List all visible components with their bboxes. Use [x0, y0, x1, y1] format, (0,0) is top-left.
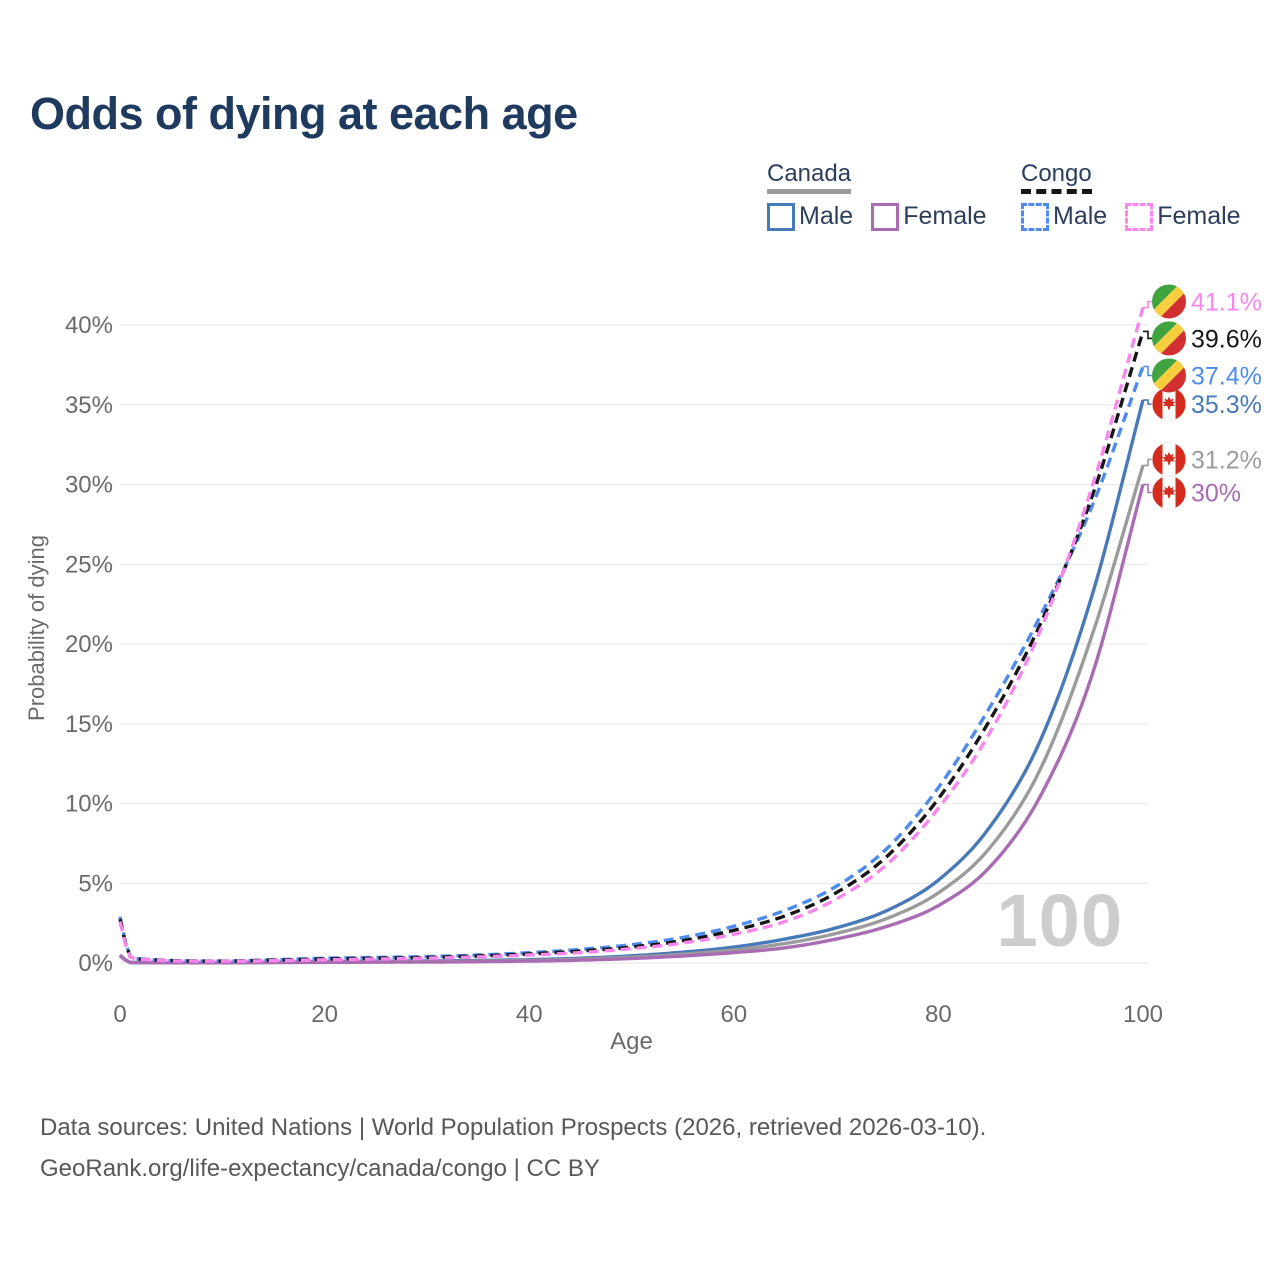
end-label-canada-both: 31.2%	[1191, 446, 1262, 474]
y-tick-15: 15%	[65, 711, 113, 738]
line-canada-both[interactable]	[118, 464, 1145, 965]
end-label-connector-canada-female	[1143, 483, 1152, 494]
y-tick-40: 40%	[65, 312, 113, 339]
legend-row-canada: Male Female	[767, 202, 987, 231]
legend-country-canada[interactable]: Canada	[767, 160, 852, 194]
legend-label-congo-female: Female	[1157, 202, 1241, 230]
line-congo-male[interactable]	[118, 365, 1145, 963]
end-label-congo-both: 39.6%	[1191, 325, 1262, 353]
canada-flag-icon	[1151, 441, 1187, 477]
x-tick-20: 20	[311, 1001, 338, 1028]
footer: Data sources: United Nations | World Pop…	[40, 1107, 986, 1189]
y-tick-5: 5%	[78, 870, 113, 897]
legend-label-canada-female: Female	[903, 202, 987, 230]
x-axis-label: Age	[610, 1028, 653, 1055]
end-label-connector-congo-both	[1143, 330, 1152, 340]
y-tick-30: 30%	[65, 472, 113, 499]
x-tick-100: 100	[1123, 1001, 1163, 1028]
canada-male-swatch-icon	[767, 202, 795, 231]
line-congo-female[interactable]	[118, 307, 1145, 963]
congo-male-swatch-icon	[1021, 202, 1049, 231]
y-tick-25: 25%	[65, 551, 113, 578]
end-label-congo-female: 41.1%	[1191, 289, 1262, 317]
x-tick-80: 80	[925, 1001, 952, 1028]
footer-link: GeoRank.org/life-expectancy/canada/congo…	[40, 1155, 600, 1182]
x-tick-0: 0	[113, 1001, 126, 1028]
legend-row-congo: Male Female	[1021, 202, 1241, 231]
legend-item-congo-male[interactable]: Male	[1021, 202, 1107, 231]
line-chart: 0% 5% 10% 15% 20% 25% 30% 35% 40% 0 20 40 60 80 100 Age…	[24, 284, 1262, 1055]
end-label-congo-male: 37.4%	[1191, 363, 1262, 391]
congo-line-swatch	[1021, 189, 1092, 194]
canada-line-swatch	[767, 189, 852, 194]
page-title: Odds of dying at each age	[30, 88, 578, 139]
legend-country-canada-label: Canada	[767, 160, 852, 187]
end-label-connector-canada-male	[1143, 399, 1152, 405]
x-tick-60: 60	[720, 1001, 747, 1028]
legend-country-congo[interactable]: Congo	[1021, 161, 1092, 194]
line-canada-female[interactable]	[118, 484, 1145, 965]
canada-flag-icon	[1151, 386, 1187, 422]
end-label-canada-male: 35.3%	[1191, 391, 1262, 419]
legend-group-congo: Congo Male Female	[1021, 161, 1241, 231]
canada-female-swatch-icon	[871, 202, 900, 231]
y-tick-35: 35%	[65, 392, 113, 419]
legend-group-canada: Canada Male Female	[767, 161, 987, 231]
congo-female-swatch-icon	[1125, 202, 1154, 231]
end-label-connector-canada-both	[1143, 458, 1152, 467]
legend-label-congo-male: Male	[1053, 202, 1108, 230]
footer-sources: Data sources: United Nations | World Pop…	[40, 1114, 987, 1141]
legend-item-canada-female[interactable]: Female	[871, 202, 987, 231]
y-tick-10: 10%	[65, 791, 113, 818]
legend-item-congo-female[interactable]: Female	[1125, 202, 1241, 231]
y-tick-20: 20%	[65, 631, 113, 658]
end-label-connector-congo-male	[1143, 365, 1152, 377]
canada-flag-icon	[1151, 475, 1187, 510]
y-tick-0: 0%	[78, 950, 113, 977]
end-label-canada-female: 30%	[1191, 480, 1241, 508]
legend-label-canada-male: Male	[799, 202, 854, 230]
legend-item-canada-male[interactable]: Male	[767, 202, 853, 231]
y-axis-label: Probability of dying	[24, 535, 49, 721]
watermark-age: 100	[996, 879, 1123, 962]
end-label-connector-congo-female	[1143, 300, 1152, 309]
legend-country-congo-label: Congo	[1021, 160, 1092, 187]
x-tick-40: 40	[516, 1001, 543, 1028]
